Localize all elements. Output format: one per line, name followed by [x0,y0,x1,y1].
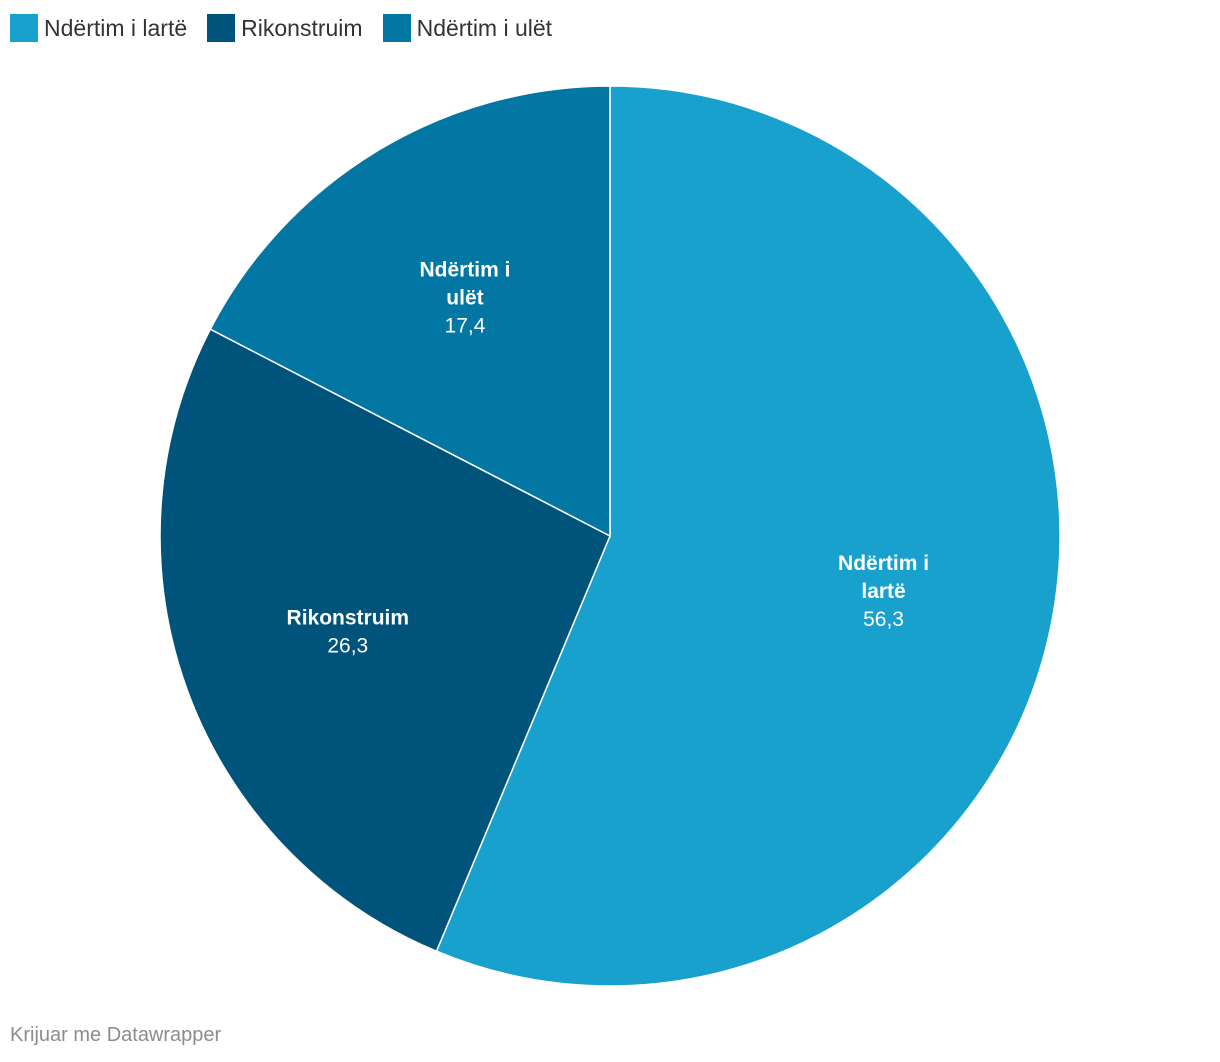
legend-label-rikonstruim: Rikonstruim [241,15,363,41]
pie-slice-ndertim-i-ulet [209,85,611,538]
pie-label-name-line: Ndërtim i [838,552,929,575]
legend-label-ndertim-i-ulet: Ndërtim i ulët [416,15,553,41]
legend-label-ndertim-i-larte: Ndërtim i lartë [44,15,188,41]
legend-swatch-ndertim-i-larte [10,14,38,42]
legend-item-ndertim-i-ulet: Ndërtim i ulët [382,14,553,42]
pie-slice-ndertim-i-larte [435,85,1061,987]
pie-label-ndertim-i-ulet: Ndërtim i ulët 17,4 [419,259,510,338]
chart-legend: Ndërtim i lartë Rikonstruim Ndërtim i ul… [10,12,572,44]
pie-labels: Ndërtim i lartë 56,3 Rikonstruim 26,3 Ndërtim… [287,259,930,658]
pie-label-value: 26,3 [327,634,368,657]
pie-label-rikonstruim: Rikonstruim 26,3 [287,606,410,657]
pie-label-name-line: lartë [861,580,905,603]
legend-item-rikonstruim: Rikonstruim [207,14,363,42]
pie-slice-rikonstruim [159,328,611,953]
pie-label-name-line: Rikonstruim [287,606,410,629]
footer-credit: Krijuar me Datawrapper [10,1024,222,1046]
pie-label-name-line: ulët [446,287,483,310]
pie-label-value: 17,4 [445,315,486,338]
pie-label-ndertim-i-larte: Ndërtim i lartë 56,3 [838,552,929,631]
legend-item-ndertim-i-larte: Ndërtim i lartë [10,14,187,42]
pie-slices [159,85,1061,987]
legend-swatch-rikonstruim [207,14,236,42]
pie-label-name-line: Ndërtim i [419,259,510,282]
legend-swatch-ndertim-i-ulet [382,14,411,42]
pie-label-value: 56,3 [863,608,904,631]
